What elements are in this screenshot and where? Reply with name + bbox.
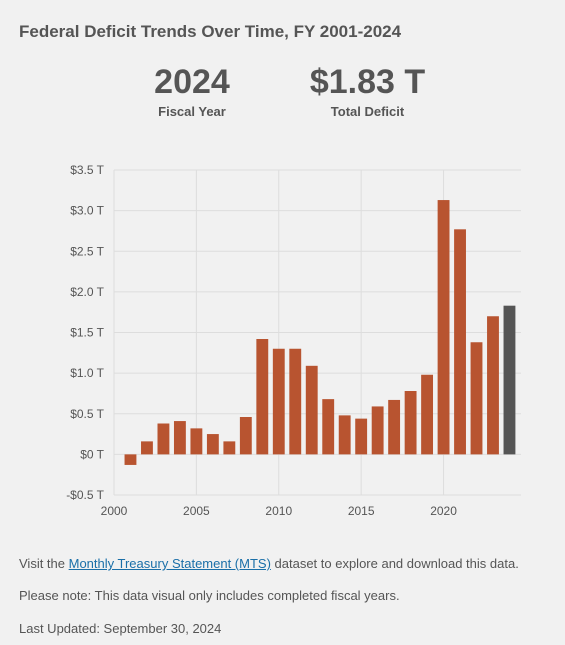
fiscal-year-stat: 2024 Fiscal Year bbox=[132, 62, 252, 119]
total-deficit-value: $1.83 T bbox=[309, 63, 426, 101]
deficit-bar bbox=[289, 348, 302, 455]
deficit-bar bbox=[141, 441, 153, 455]
x-tick-label: 2015 bbox=[348, 504, 375, 518]
y-tick-label: $1.5 T bbox=[70, 326, 104, 340]
x-tick-label: 2005 bbox=[183, 504, 210, 518]
deficit-bar bbox=[470, 342, 483, 455]
footer-note: Please note: This data visual only inclu… bbox=[19, 588, 400, 603]
x-tick-label: 2000 bbox=[101, 504, 128, 518]
deficit-bar bbox=[157, 423, 170, 455]
deficit-bar bbox=[338, 415, 351, 455]
deficit-bar bbox=[239, 417, 252, 455]
deficit-bar bbox=[371, 406, 384, 455]
deficit-bar bbox=[355, 418, 368, 455]
deficit-bar-chart: -$0.5 T $0 T $0.5 T $1.0 T $1.5 T $2.0 T $2.5 … bbox=[66, 163, 521, 518]
deficit-bar bbox=[190, 428, 203, 455]
deficit-bar bbox=[256, 339, 269, 455]
x-tick-label: 2020 bbox=[430, 504, 457, 518]
deficit-bar bbox=[223, 441, 236, 455]
deficit-bar bbox=[124, 454, 137, 465]
y-tick-label: $0 T bbox=[80, 447, 104, 461]
y-tick-label: $2.5 T bbox=[70, 244, 104, 258]
deficit-bar bbox=[322, 399, 335, 455]
y-tick-label: -$0.5 T bbox=[66, 488, 104, 502]
deficit-bar bbox=[305, 365, 318, 455]
fiscal-year-label: Fiscal Year bbox=[158, 104, 226, 119]
deficit-bar bbox=[206, 434, 219, 455]
y-tick-label: $3.0 T bbox=[70, 204, 104, 218]
total-deficit-stat: $1.83 T Total Deficit bbox=[290, 62, 445, 119]
y-tick-label: $2.0 T bbox=[70, 285, 104, 299]
deficit-bar bbox=[503, 305, 516, 455]
deficit-bar bbox=[454, 229, 466, 455]
x-tick-label: 2010 bbox=[265, 504, 292, 518]
deficit-bar bbox=[272, 348, 285, 455]
total-deficit-label: Total Deficit bbox=[330, 104, 405, 119]
deficit-bar bbox=[487, 316, 499, 455]
footer-visit-suffix: dataset to explore and download this dat… bbox=[270, 556, 519, 571]
mts-dataset-link[interactable]: Monthly Treasury Statement (MTS) bbox=[68, 556, 271, 571]
deficit-bar bbox=[437, 200, 450, 455]
fiscal-year-value: 2024 bbox=[154, 63, 230, 101]
footer-visit-text: Visit the Monthly Treasury Statement (MT… bbox=[19, 556, 519, 571]
deficit-bar bbox=[421, 374, 434, 455]
deficit-bar bbox=[388, 399, 401, 455]
deficit-bar bbox=[404, 391, 417, 455]
page-title: Federal Deficit Trends Over Time, FY 200… bbox=[19, 22, 402, 41]
y-tick-label: $1.0 T bbox=[70, 366, 104, 380]
last-updated-text: Last Updated: September 30, 2024 bbox=[19, 621, 222, 636]
y-tick-label: $3.5 T bbox=[70, 163, 104, 177]
deficit-bar bbox=[173, 421, 186, 455]
y-tick-label: $0.5 T bbox=[70, 407, 104, 421]
footer-visit-prefix: Visit the bbox=[19, 556, 69, 571]
